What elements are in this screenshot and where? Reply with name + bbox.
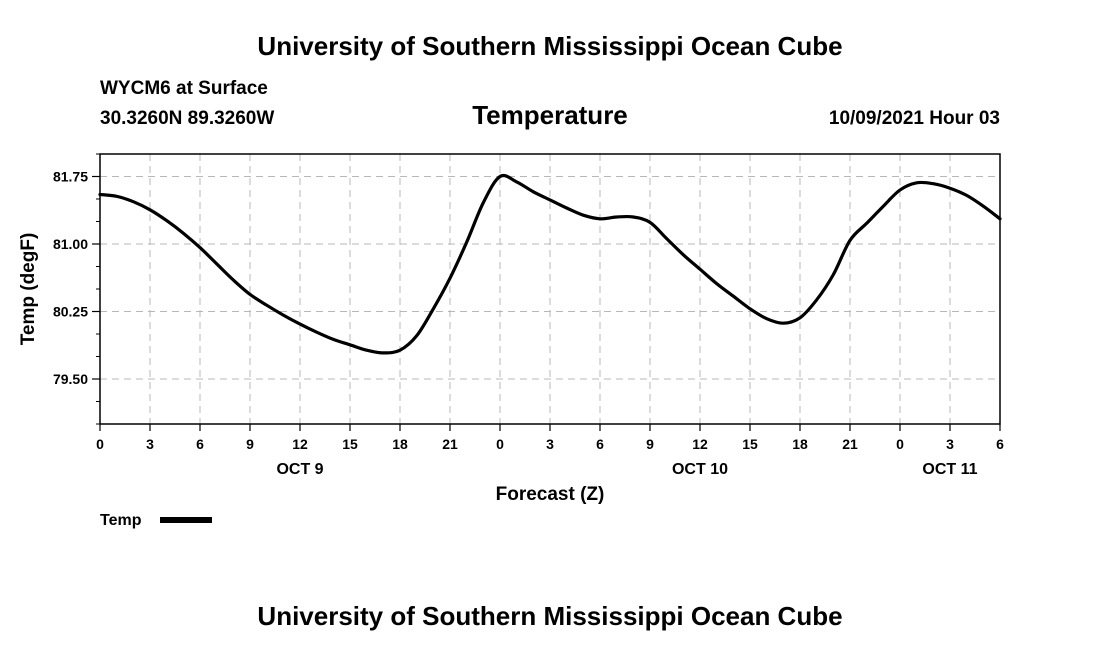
axis-ticks bbox=[92, 153, 1001, 431]
x-tick-label: 3 bbox=[946, 436, 954, 452]
legend-label: Temp bbox=[100, 512, 142, 529]
day-label: OCT 11 bbox=[922, 461, 977, 478]
y-tick-label: 79.50 bbox=[53, 371, 88, 387]
y-tick-label: 80.25 bbox=[53, 304, 88, 320]
x-tick-label: 3 bbox=[146, 436, 154, 452]
x-tick-label: 18 bbox=[392, 436, 408, 452]
day-labels: OCT 9 OCT 10 OCT 11 bbox=[276, 461, 977, 478]
x-tick-label: 6 bbox=[596, 436, 604, 452]
banner-top: University of Southern Mississippi Ocean… bbox=[257, 31, 842, 61]
day-label: OCT 9 bbox=[276, 461, 323, 478]
station-label: WYCM6 at Surface bbox=[100, 78, 268, 99]
x-tick-label: 6 bbox=[996, 436, 1004, 452]
x-tick-label: 0 bbox=[896, 436, 904, 452]
x-tick-label: 18 bbox=[792, 436, 808, 452]
x-tick-label: 15 bbox=[742, 436, 758, 452]
x-tick-label: 12 bbox=[692, 436, 708, 452]
day-label: OCT 10 bbox=[672, 461, 728, 478]
y-tick-label: 81.75 bbox=[53, 169, 88, 185]
series-line-temp bbox=[98, 173, 1002, 355]
series-layer bbox=[98, 173, 1002, 355]
y-tick-label: 81.00 bbox=[53, 236, 88, 252]
x-tick-label: 6 bbox=[196, 436, 204, 452]
x-tick-labels: 0 3 6 9 12 15 18 21 0 3 6 9 12 15 18 21 0 3 6 bbox=[96, 436, 1004, 452]
y-tick-labels: 79.50 80.25 81.00 81.75 bbox=[53, 169, 88, 388]
plot-frame bbox=[99, 153, 1001, 425]
y-axis-title: Temp (degF) bbox=[18, 233, 39, 346]
coordinates-label: 30.3260N 89.3260W bbox=[100, 108, 274, 129]
x-tick-label: 21 bbox=[842, 436, 858, 452]
x-axis-title: Forecast (Z) bbox=[496, 484, 605, 505]
x-tick-label: 9 bbox=[246, 436, 254, 452]
x-tick-label: 3 bbox=[546, 436, 554, 452]
x-tick-label: 15 bbox=[342, 436, 358, 452]
datetime-label: 10/09/2021 Hour 03 bbox=[829, 108, 1000, 129]
x-tick-label: 0 bbox=[496, 436, 504, 452]
x-tick-label: 12 bbox=[292, 436, 308, 452]
grid-lines bbox=[100, 154, 1000, 424]
banner-bottom: University of Southern Mississippi Ocean… bbox=[257, 601, 842, 631]
x-tick-label: 0 bbox=[96, 436, 104, 452]
chart-title: Temperature bbox=[472, 100, 628, 130]
x-tick-label: 21 bbox=[442, 436, 458, 452]
x-tick-label: 9 bbox=[646, 436, 654, 452]
